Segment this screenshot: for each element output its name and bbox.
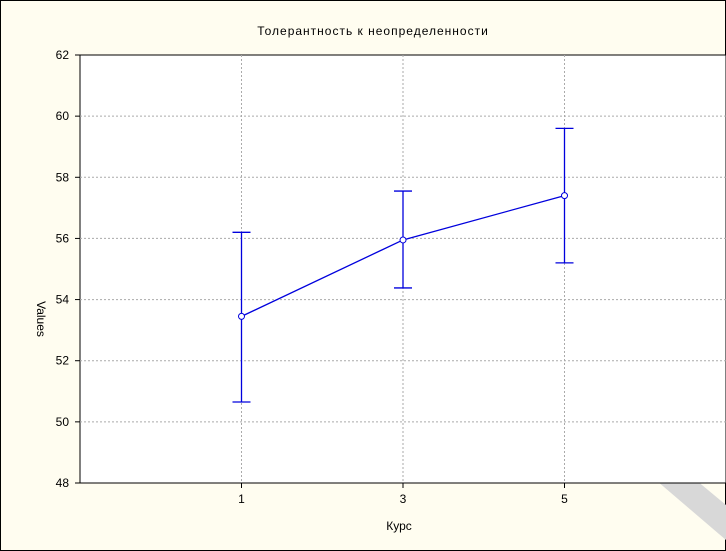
y-tick-label: 56	[56, 231, 70, 245]
y-tick-label: 48	[56, 476, 70, 490]
y-tick-label: 54	[56, 293, 70, 307]
data-point	[238, 312, 245, 320]
x-tick-label: 5	[561, 492, 568, 506]
y-tick-label: 62	[56, 48, 70, 62]
y-tick-label: 60	[56, 109, 70, 123]
y-tick-label: 50	[56, 415, 70, 429]
x-tick-label: 1	[238, 492, 245, 506]
x-axis-label: Курс	[386, 519, 412, 533]
y-tick-label: 52	[56, 354, 70, 368]
x-tick-label: 3	[400, 492, 407, 506]
data-point	[561, 192, 568, 200]
data-point	[399, 236, 407, 244]
series-layer	[232, 127, 574, 403]
y-axis-label: Values	[34, 301, 48, 337]
chart-title: Толерантность к неопределенности	[257, 24, 489, 38]
y-tick-label: 58	[56, 170, 70, 184]
ticks: 48 50 52 54 56 58 60 62 1 3 5	[56, 48, 569, 506]
